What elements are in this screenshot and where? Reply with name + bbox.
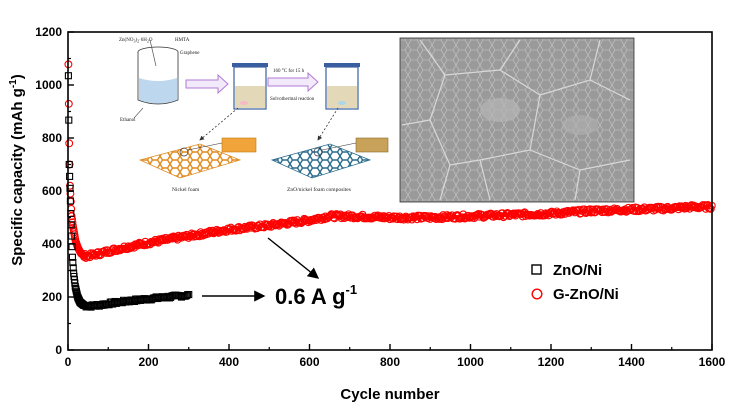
x-tick-label: 400 [219,355,239,369]
data-point [432,215,441,223]
legend-label-g-zno: G-ZnO/Ni [553,286,619,303]
data-point [243,223,252,231]
y-tick-label: 0 [55,343,62,357]
reagent-label-3: Graphene [180,51,200,56]
data-point [551,210,560,219]
data-point [701,204,710,213]
autoclave-icon-2 [324,63,360,110]
nickel-foam-label: Nickel foam [172,186,200,193]
data-point [195,232,204,241]
data-point [217,227,226,236]
data-point [337,214,346,223]
data-point [181,292,189,300]
process-arrow-2 [267,71,319,93]
composite-foam-label: ZnO/nickel foam composites [287,186,351,193]
reagent-label-1: Zn(NO3)2·6H2O [119,38,153,44]
legend-marker-zno [531,264,542,275]
autoclave-icon-1 [232,63,268,110]
data-point [185,290,193,299]
inset-schematic: Zn(NO3)2·6H2O HMTA Graphene Ethanol 160 … [119,38,389,193]
data-point [65,160,73,169]
x-tick-label: 1600 [699,355,726,369]
y-axis-title: Specific capacity (mAh g-1) [8,74,26,265]
solvent-label: Ethanol [120,118,136,123]
data-point [68,218,77,227]
data-point [66,172,74,180]
beaker-icon [137,39,179,105]
data-point [182,292,190,300]
legend-marker-g-zno [531,288,543,300]
x-tick-label: 1200 [538,355,565,369]
x-tick-label: 600 [299,355,319,369]
data-point [129,242,138,251]
x-tick-label: 0 [65,355,72,369]
data-point [240,222,249,231]
y-tick-label: 600 [42,184,62,198]
data-point [65,139,74,148]
data-point [65,116,73,124]
nickel-foam-icon [138,137,257,179]
series-zno [64,72,193,311]
data-point [199,230,208,239]
y-tick-label: 200 [42,290,62,304]
series-layer [64,60,716,311]
data-point [370,211,379,220]
x-axis-title: Cycle number [340,386,439,403]
process-label: Solvothermal reaction [270,97,315,102]
data-point [66,189,75,198]
composite-foam-icon [270,137,389,179]
x-tick-label: 1400 [618,355,645,369]
annotation-arrow-g-zno [267,237,320,279]
y-tick-label: 1000 [35,78,62,92]
x-tick-label: 1000 [457,355,484,369]
x-tick-label: 800 [380,355,400,369]
process-arrow-1 [185,73,229,95]
data-point [68,253,76,261]
data-point [568,206,577,215]
y-tick-label: 1200 [35,25,62,39]
data-point [610,204,619,213]
data-point [69,264,77,272]
data-point [69,258,77,267]
rate-annotation: 0.6 A g-1 [275,282,357,309]
tick-layer: 0 200 400 600 800 1000 1200 1400 1600 0 200 400 600 8… [35,25,725,369]
reagent-label-2: HMTA [175,38,190,43]
sem-micrograph-image [399,37,635,203]
y-tick-label: 800 [42,131,62,145]
y-tick-label: 400 [42,237,62,251]
legend-label-zno: ZnO/Ni [553,262,602,279]
legend: ZnO/Ni G-ZnO/Ni [531,262,619,303]
x-tick-label: 200 [138,355,158,369]
data-point [706,205,715,213]
data-point [64,99,73,108]
condition-label: 160 °C for 15 h [273,69,305,74]
